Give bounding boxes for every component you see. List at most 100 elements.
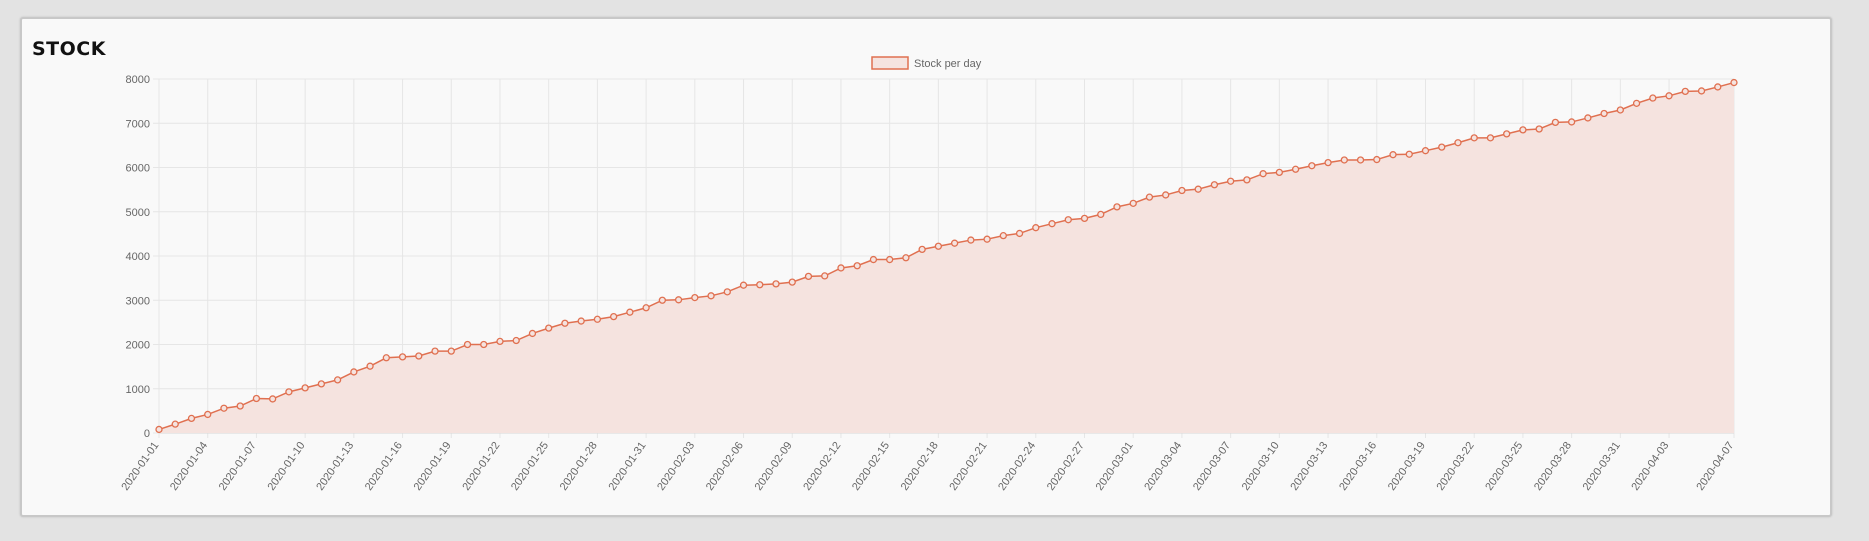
data-point[interactable] — [333, 376, 342, 384]
data-point[interactable] — [204, 410, 212, 419]
data-point[interactable] — [691, 293, 699, 302]
data-point[interactable] — [804, 272, 813, 281]
data-point[interactable] — [187, 414, 196, 423]
data-point[interactable] — [902, 254, 910, 262]
data-point[interactable] — [1470, 134, 1478, 142]
data-point[interactable] — [1600, 109, 1608, 118]
data-point[interactable] — [1340, 156, 1348, 164]
data-point[interactable] — [1681, 87, 1689, 96]
data-point[interactable] — [837, 264, 845, 272]
data-point[interactable] — [1486, 134, 1495, 142]
data-point[interactable] — [999, 231, 1007, 240]
data-point[interactable] — [528, 329, 537, 338]
data-point[interactable] — [155, 425, 163, 434]
data-point[interactable] — [674, 296, 683, 304]
data-point[interactable] — [1405, 150, 1413, 158]
data-point[interactable] — [431, 347, 439, 355]
data-point[interactable] — [593, 315, 602, 323]
data-point[interactable] — [1145, 193, 1154, 201]
data-point[interactable] — [512, 336, 520, 345]
data-point[interactable] — [382, 354, 390, 362]
data-point[interactable] — [1584, 114, 1592, 122]
data-point[interactable] — [983, 235, 991, 243]
legend-swatch-stock[interactable] — [871, 56, 909, 70]
data-point[interactable] — [1129, 199, 1137, 207]
data-point[interactable] — [545, 324, 553, 332]
data-point[interactable] — [1454, 139, 1462, 147]
data-point[interactable] — [1032, 224, 1040, 232]
data-point[interactable] — [1356, 156, 1365, 164]
data-point[interactable] — [1227, 177, 1235, 185]
data-point[interactable] — [577, 317, 585, 325]
data-point[interactable] — [1080, 214, 1089, 223]
data-point[interactable] — [252, 394, 261, 403]
data-point[interactable] — [1649, 94, 1657, 102]
data-point[interactable] — [788, 278, 796, 286]
data-point[interactable] — [756, 281, 764, 289]
data-point[interactable] — [1210, 181, 1219, 189]
data-point[interactable] — [853, 262, 861, 270]
data-point[interactable] — [1097, 210, 1105, 219]
data-point[interactable] — [1194, 185, 1202, 193]
data-point[interactable] — [1616, 106, 1624, 114]
data-point[interactable] — [918, 245, 926, 254]
data-point[interactable] — [236, 402, 244, 410]
data-point[interactable] — [301, 384, 309, 392]
data-point[interactable] — [1259, 170, 1267, 178]
data-point[interactable] — [463, 340, 472, 349]
data-point[interactable] — [317, 380, 326, 388]
data-point[interactable] — [1665, 92, 1673, 100]
data-point[interactable] — [1064, 216, 1072, 224]
data-point[interactable] — [967, 236, 975, 244]
data-point[interactable] — [609, 312, 618, 321]
data-point[interactable] — [447, 347, 455, 355]
legend-label-stock[interactable]: Stock per day — [914, 58, 982, 70]
data-point[interactable] — [934, 242, 943, 250]
data-point[interactable] — [1291, 165, 1300, 173]
data-point[interactable] — [1714, 83, 1722, 91]
data-point[interactable] — [886, 255, 894, 264]
data-point[interactable] — [821, 272, 829, 280]
data-point[interactable] — [1551, 118, 1560, 127]
data-point[interactable] — [480, 340, 488, 349]
data-point[interactable] — [561, 319, 569, 327]
data-point[interactable] — [1048, 220, 1056, 228]
data-point[interactable] — [415, 352, 423, 360]
data-point[interactable] — [1519, 126, 1527, 134]
data-point[interactable] — [1632, 99, 1641, 107]
data-point[interactable] — [1421, 147, 1430, 155]
data-point[interactable] — [269, 395, 277, 403]
data-point[interactable] — [220, 404, 228, 412]
data-point[interactable] — [1697, 87, 1706, 95]
data-point[interactable] — [398, 353, 407, 361]
data-point[interactable] — [1162, 191, 1170, 199]
data-point[interactable] — [1243, 176, 1251, 184]
data-point[interactable] — [1324, 158, 1332, 167]
data-point[interactable] — [1730, 78, 1738, 87]
data-point[interactable] — [1113, 203, 1121, 211]
data-point[interactable] — [350, 368, 358, 376]
data-point[interactable] — [1015, 229, 1024, 238]
data-point[interactable] — [171, 420, 179, 428]
data-point[interactable] — [950, 239, 959, 247]
chart-points[interactable] — [155, 78, 1738, 434]
data-point[interactable] — [1178, 186, 1186, 195]
data-point[interactable] — [1438, 143, 1446, 151]
data-point[interactable] — [723, 288, 731, 296]
data-point[interactable] — [626, 308, 634, 316]
data-point[interactable] — [1503, 130, 1511, 138]
data-point[interactable] — [1389, 151, 1397, 159]
data-point[interactable] — [366, 362, 374, 370]
data-point[interactable] — [1535, 125, 1543, 133]
data-point[interactable] — [658, 296, 666, 304]
data-point[interactable] — [642, 304, 650, 312]
data-point[interactable] — [496, 337, 504, 346]
data-point[interactable] — [707, 292, 715, 300]
data-point[interactable] — [1308, 162, 1316, 170]
data-point[interactable] — [739, 281, 748, 289]
data-point[interactable] — [1275, 168, 1284, 177]
data-point[interactable] — [869, 255, 878, 264]
chart-legend[interactable]: Stock per day — [871, 56, 982, 70]
data-point[interactable] — [1373, 155, 1381, 164]
data-point[interactable] — [772, 280, 780, 288]
